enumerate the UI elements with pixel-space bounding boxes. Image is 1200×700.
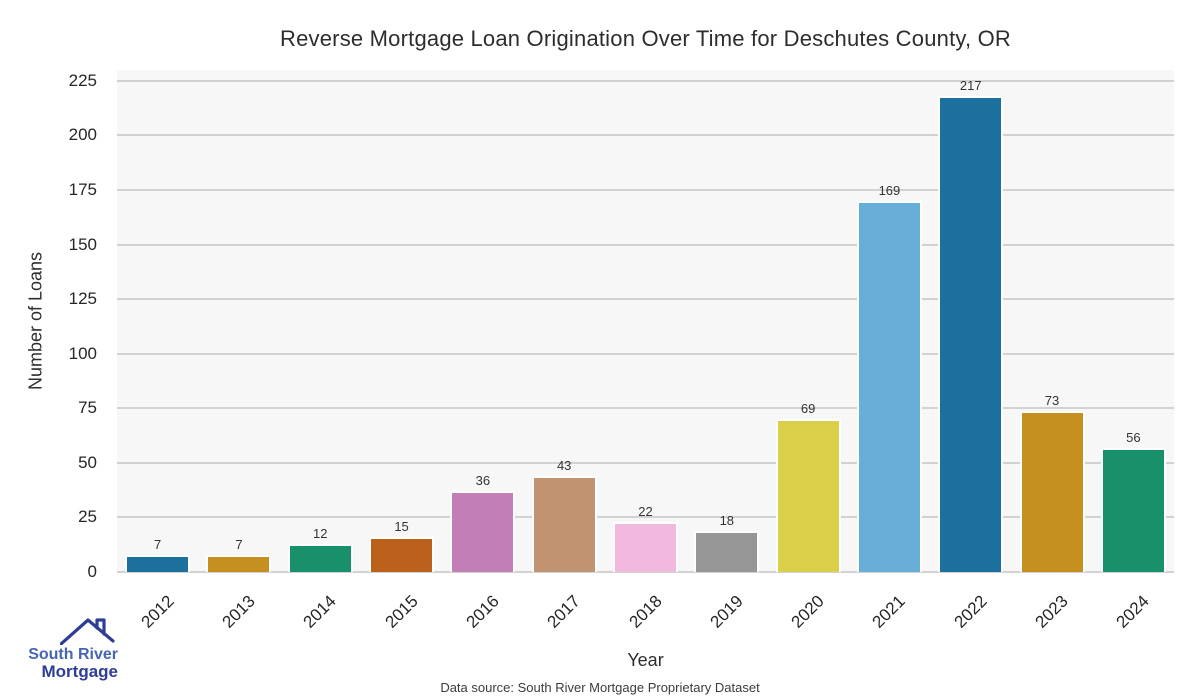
gridline-y-125 [117, 298, 1174, 301]
gridline-y-150 [117, 243, 1174, 246]
x-tick-label: 2016 [462, 591, 503, 632]
x-tick-label: 2020 [787, 591, 828, 632]
bar-2019 [694, 530, 760, 572]
bar-value-label: 36 [475, 473, 491, 489]
y-tick-label: 225 [68, 70, 97, 90]
bar-value-label: 12 [313, 525, 328, 541]
x-tick-label: 2017 [543, 591, 584, 632]
gridline-y-225 [117, 79, 1174, 82]
gridline-y-200 [117, 134, 1174, 137]
chart-title: Reverse Mortgage Loan Origination Over T… [280, 26, 1011, 51]
x-tick-label: 2024 [1112, 591, 1154, 632]
bar-value-label: 43 [556, 458, 572, 474]
x-tick-label: 2021 [868, 591, 910, 632]
bar-2024 [1100, 447, 1166, 572]
bar-2015 [369, 537, 435, 572]
bar-value-label: 73 [1044, 392, 1060, 408]
x-tick-label: 2018 [625, 591, 666, 632]
bar-value-label: 15 [394, 519, 409, 535]
gridline-y-50 [117, 461, 1174, 464]
logo-text-line1: South River [28, 646, 118, 663]
bar-2013 [206, 554, 272, 572]
bar-2012 [125, 554, 191, 572]
y-tick-label: 25 [78, 507, 97, 527]
bar-2022 [938, 96, 1004, 572]
y-tick-label: 75 [78, 398, 97, 418]
x-tick-label: 2019 [706, 591, 747, 632]
y-tick-label: 0 [87, 562, 97, 581]
gridline-y-175 [117, 189, 1174, 192]
bar-2021 [856, 201, 922, 572]
y-tick-label: 150 [68, 234, 97, 254]
x-tick-label: 2015 [381, 591, 422, 632]
bar-2018 [613, 521, 678, 572]
gridline-y-25 [117, 516, 1174, 519]
bar-value-label: 22 [638, 503, 653, 519]
house-roof-icon [60, 618, 115, 645]
bar-value-label: 69 [800, 401, 816, 417]
bar-value-label: 217 [959, 78, 982, 94]
y-tick-label: 125 [68, 289, 97, 309]
y-tick-label: 200 [68, 125, 97, 145]
y-axis-title: Number of Loans [25, 251, 46, 391]
bar-2016 [450, 491, 516, 572]
bar-2020 [775, 419, 841, 572]
bar-2023 [1019, 410, 1085, 572]
x-tick-label: 2022 [950, 591, 991, 632]
bar-2014 [287, 543, 353, 572]
bar-value-label: 169 [878, 183, 901, 199]
plot-area [117, 70, 1174, 573]
x-tick-label: 2023 [1031, 591, 1072, 632]
bar-2017 [531, 476, 597, 572]
bar-value-label: 56 [1126, 429, 1141, 445]
y-tick-label: 50 [78, 452, 97, 472]
bar-value-label: 7 [154, 536, 162, 552]
gridline-y-100 [117, 352, 1174, 355]
bar-value-label: 7 [235, 536, 243, 552]
logo-text-line2: Mortgage [41, 662, 119, 681]
y-tick-label: 175 [68, 180, 97, 200]
x-axis-title: Year [627, 650, 664, 670]
gridline-y-75 [117, 407, 1174, 410]
x-tick-label: 2012 [137, 591, 178, 632]
gridline-y-0 [117, 571, 1174, 573]
logo-south-river-mortgage: South River Mortgage [20, 618, 118, 681]
bar-value-label: 18 [719, 512, 735, 528]
y-tick-label: 100 [68, 343, 97, 363]
x-tick-label: 2013 [218, 591, 259, 632]
data-source-note: Data source: South River Mortgage Propri… [440, 680, 760, 695]
x-tick-label: 2014 [299, 591, 341, 632]
